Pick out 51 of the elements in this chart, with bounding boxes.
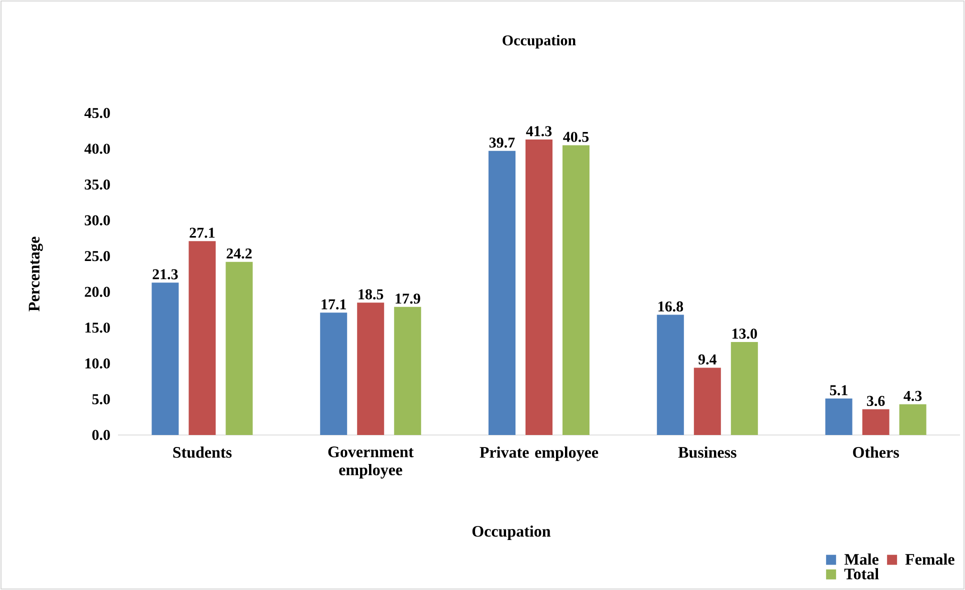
data-label: 9.4: [698, 354, 716, 365]
x-axis-title: Occupation: [472, 525, 551, 540]
data-label: 16.8: [658, 301, 684, 312]
data-label: 13.0: [732, 328, 757, 339]
bar: [488, 150, 516, 435]
bar: [188, 241, 216, 435]
y-tick-label: 15.0: [85, 322, 110, 333]
bar: [226, 262, 253, 435]
bar: [656, 314, 684, 435]
y-tick-label: 0.0: [92, 430, 110, 440]
data-label: 41.3: [526, 126, 552, 136]
legend-label: Male: [844, 554, 878, 565]
y-tick-label: 40.0: [84, 144, 110, 154]
chart-title: Occupation: [502, 34, 576, 48]
data-label: 4.3: [904, 390, 922, 402]
data-label: 40.5: [563, 132, 589, 142]
bar: [357, 302, 384, 435]
y-tick-label: 10.0: [85, 358, 110, 369]
y-tick-label: 30.0: [84, 215, 110, 226]
y-tick-label: 35.0: [84, 179, 110, 190]
x-tick-label: Business: [678, 446, 736, 458]
x-tick-label: Government employee: [328, 446, 414, 479]
y-axis-title: Percentage: [28, 236, 43, 312]
bar: [152, 282, 179, 435]
data-label: 18.5: [358, 289, 384, 300]
bar: [394, 306, 422, 435]
y-tick-label: 5.0: [92, 394, 110, 404]
x-tick-label: Others: [853, 446, 899, 458]
legend-label: Total: [844, 568, 879, 580]
data-label: 21.3: [152, 269, 178, 280]
data-label: 17.1: [322, 299, 346, 310]
data-label: 3.6: [866, 396, 885, 406]
bar: [862, 409, 890, 435]
bar: [899, 404, 926, 435]
bar: [730, 342, 758, 435]
data-label: 39.7: [489, 138, 515, 148]
bar: [526, 139, 553, 435]
bar: [320, 312, 348, 435]
data-label: 27.1: [190, 228, 215, 238]
x-tick-label: Private employee: [480, 446, 598, 462]
y-tick-label: 20.0: [84, 286, 110, 297]
bar: [694, 368, 721, 435]
y-tick-label: 25.0: [84, 251, 110, 262]
data-label: 24.2: [226, 248, 252, 259]
bar: [825, 398, 852, 435]
data-label: 17.9: [396, 294, 420, 304]
legend-label: Female: [905, 554, 954, 565]
x-tick-label: Students: [173, 446, 232, 458]
bar: [562, 145, 590, 435]
y-tick-label: 45.0: [84, 108, 110, 118]
data-label: 5.1: [830, 385, 848, 396]
